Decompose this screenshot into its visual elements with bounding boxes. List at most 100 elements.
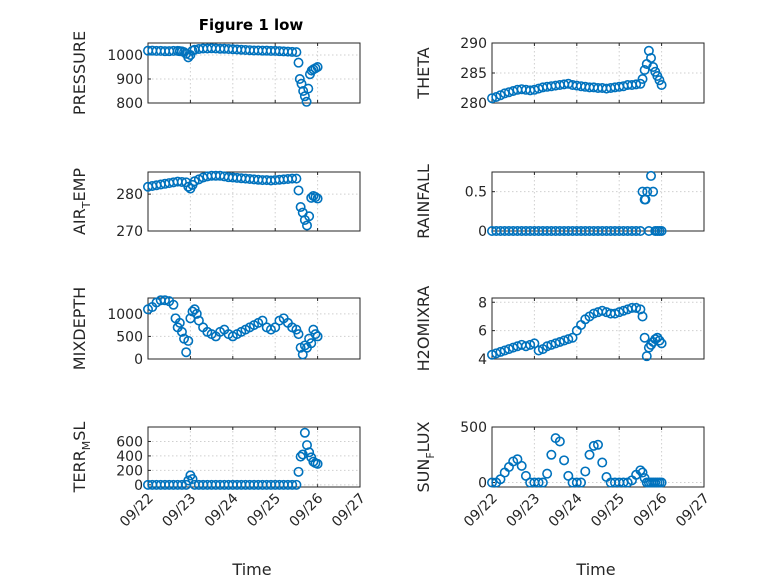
x-tick-label: 09/27	[673, 491, 713, 531]
data-point	[656, 226, 667, 237]
data-point	[642, 186, 653, 197]
data-point	[503, 344, 514, 355]
y-axis-label: MIXDEPTH	[70, 287, 89, 370]
data-point	[656, 477, 667, 488]
y-tick-label: 400	[116, 449, 143, 465]
data-point	[639, 332, 650, 343]
axes-frame	[147, 171, 361, 232]
y-tick-label: 600	[116, 434, 143, 450]
data-point	[495, 346, 506, 357]
data-point	[491, 348, 502, 359]
data-point	[639, 65, 650, 76]
data-point	[176, 176, 187, 187]
axes-frame	[147, 42, 361, 104]
data-point	[291, 173, 302, 184]
data-point	[546, 339, 557, 350]
x-tick-label: 09/25	[588, 491, 628, 531]
y-tick-label: 1000	[107, 307, 143, 323]
data-point	[542, 468, 553, 479]
axes-frame	[491, 42, 705, 104]
y-tick-label: 280	[116, 187, 143, 203]
data-point	[648, 186, 659, 197]
data-point	[508, 342, 519, 353]
y-tick-label: 0	[478, 224, 487, 240]
y-tick-label: 0	[134, 478, 143, 494]
data-point	[295, 202, 306, 213]
y-tick-label: 0	[478, 476, 487, 492]
data-point	[654, 75, 665, 86]
y-axis-label: H2OMIXRA	[414, 286, 433, 372]
data-point	[533, 477, 544, 488]
data-point	[294, 74, 305, 85]
y-axis-label: AIRTEMP	[70, 168, 93, 235]
data-point	[295, 451, 306, 462]
data-point	[645, 52, 656, 63]
data-point	[609, 308, 620, 319]
subplot-rainfall: 0 0.5 RAINFALL	[414, 164, 705, 240]
x-axis-label: Time	[575, 560, 615, 579]
x-tick-label: 09/25	[244, 491, 284, 531]
data-point	[635, 78, 646, 89]
data-point	[298, 86, 309, 97]
data-point	[303, 83, 314, 94]
y-tick-label: 6	[478, 324, 487, 340]
data-point	[301, 220, 312, 231]
data-point	[293, 57, 304, 68]
data-point	[499, 345, 510, 356]
data-point	[576, 477, 587, 488]
data-point	[648, 61, 659, 72]
x-tick-label: 09/22	[461, 491, 501, 531]
y-tick-label: 800	[116, 96, 143, 112]
data-point	[637, 311, 648, 322]
data-point	[168, 299, 179, 310]
data-point	[563, 334, 574, 345]
subplot-pressure: 800 900 1000 PRESSURE	[70, 31, 361, 115]
x-tick-label: 09/27	[329, 491, 369, 531]
data-point	[537, 477, 548, 488]
data-point	[597, 305, 608, 316]
data-point	[159, 295, 170, 306]
x-axis-label: Time	[231, 560, 271, 579]
y-tick-label: 0	[134, 352, 143, 368]
axes-box	[147, 426, 361, 488]
y-axis-label: TERRMSL	[70, 422, 93, 494]
data-point	[631, 302, 642, 313]
data-point	[637, 74, 648, 85]
data-point	[486, 349, 497, 360]
data-point	[293, 466, 304, 477]
data-point	[291, 479, 302, 490]
data-point	[635, 465, 646, 476]
y-axis-label: THETA	[414, 47, 433, 99]
data-point	[567, 332, 578, 343]
data-point	[529, 338, 540, 349]
data-point	[656, 338, 667, 349]
data-point	[174, 317, 185, 328]
data-point	[645, 170, 656, 181]
data-point	[597, 457, 608, 468]
data-point	[486, 93, 497, 104]
figure-title: Figure 1 low	[199, 16, 304, 34]
data-point	[580, 466, 591, 477]
data-point	[533, 345, 544, 356]
data-point	[306, 192, 317, 203]
data-point	[297, 449, 308, 460]
data-point	[486, 477, 497, 488]
y-tick-label: 285	[460, 66, 487, 82]
data-point	[181, 347, 192, 358]
data-point	[176, 326, 187, 337]
axes-frame	[491, 297, 705, 360]
axes-frame	[491, 426, 705, 488]
data-point	[559, 455, 570, 466]
data-point	[554, 436, 565, 447]
data-point	[304, 211, 315, 222]
axes-box	[491, 426, 705, 488]
x-tick-label: 09/23	[503, 491, 543, 531]
y-tick-label: 4	[478, 352, 487, 368]
data-point	[287, 479, 298, 490]
data-point	[631, 79, 642, 90]
data-point	[618, 305, 629, 316]
axes-frame	[147, 297, 361, 360]
y-tick-label: 290	[460, 36, 487, 52]
